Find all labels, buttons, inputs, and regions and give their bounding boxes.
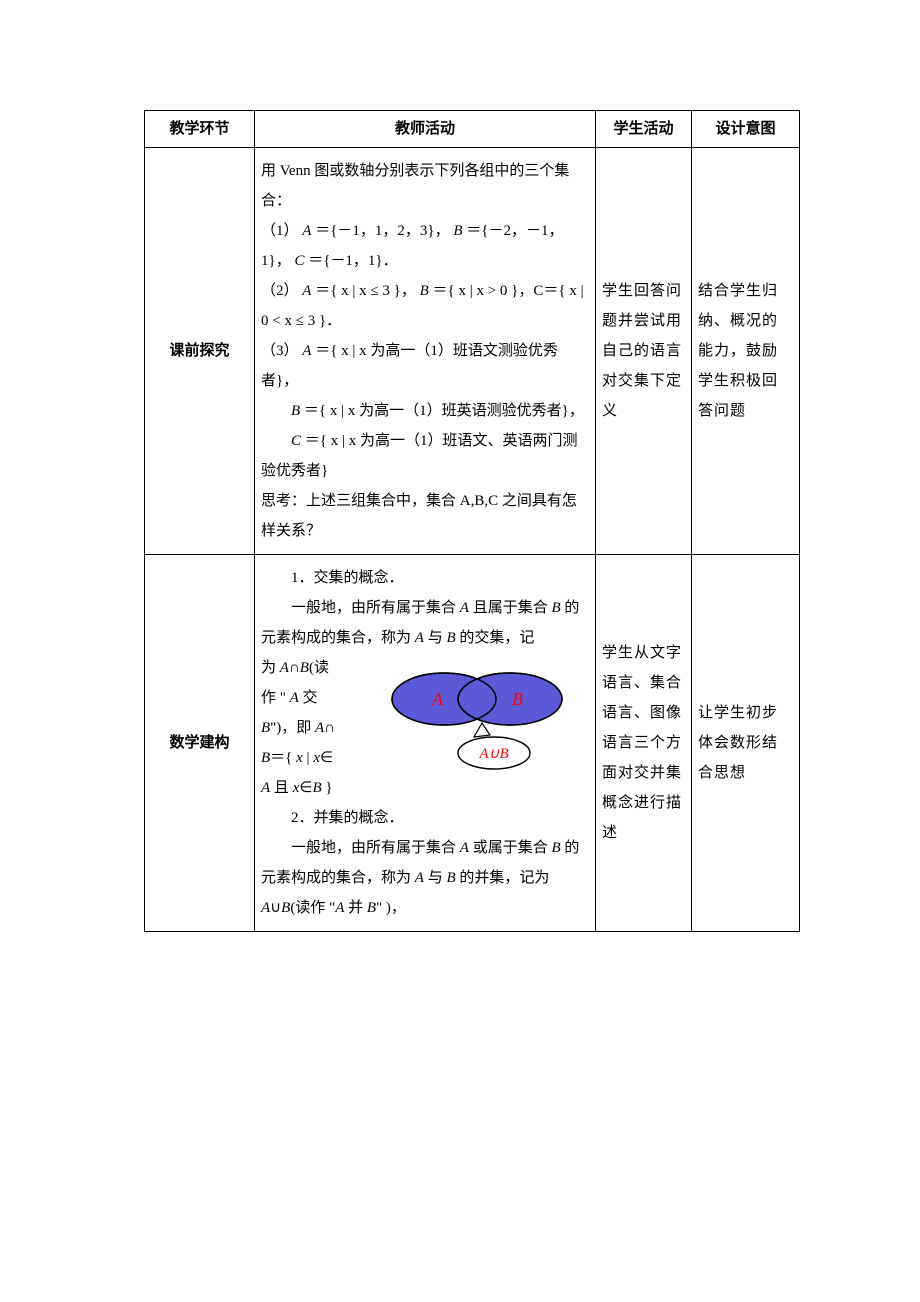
row-math-construct: 数学建构 1．交集的概念． 一般地，由所有属于集合 A 且属于集合 B 的元素构…	[145, 555, 800, 932]
row-pre-class: 课前探究 用 Venn 图或数轴分别表示下列各组中的三个集合： （1） A ＝{…	[145, 148, 800, 555]
row2-p1b: 一般地，由所有属于集合 A 且属于集合 B 的元素构成的集合，称为 A 与 B …	[261, 593, 589, 653]
row2-p2b: 一般地，由所有属于集合 A 或属于集合 B 的元素构成的集合，称为 A 与 B …	[261, 833, 589, 923]
lesson-plan-table: 教学环节 教师活动 学生活动 设计意图 课前探究 用 Venn 图或数轴分别表示…	[144, 110, 800, 932]
venn-label-b: B	[512, 689, 523, 709]
row1-label: 课前探究	[145, 148, 255, 555]
header-col2: 教师活动	[255, 111, 596, 148]
venn-label-union: A∪B	[478, 746, 508, 762]
row2-p1a: 1．交集的概念．	[261, 563, 589, 593]
header-col4: 设计意图	[692, 111, 800, 148]
row1-intent: 结合学生归纳、概况的能力，鼓励学生积极回答问题	[692, 148, 800, 555]
header-row: 教学环节 教师活动 学生活动 设计意图	[145, 111, 800, 148]
row1-student: 学生回答问题并尝试用自己的语言对交集下定义	[596, 148, 692, 555]
row1-item2: （2） A ＝{ x | x ≤ 3 }， B ＝{ x | x > 0 }，C…	[261, 276, 589, 336]
row1-think: 思考：上述三组集合中，集合 A,B,C 之间具有怎样关系？	[261, 486, 589, 546]
row1-item3-c: C ＝{ x | x 为高一（1）班语文、英语两门测验优秀者}	[261, 426, 589, 486]
row2-label: 数学建构	[145, 555, 255, 932]
row1-item1: （1） A ＝{－1，1，2，3}， B ＝{－2，－1，1}， C ＝{－1，…	[261, 216, 589, 276]
header-col1: 教学环节	[145, 111, 255, 148]
venn-diagram: A B A∪B	[369, 653, 589, 777]
row2-formula-and-venn: 为 A∩B(读 作 " A 交 B")，即 A∩ B＝{ x | x∈ A 且 …	[261, 653, 589, 803]
row2-intent: 让学生初步体会数形结合思想	[692, 555, 800, 932]
row1-intro: 用 Venn 图或数轴分别表示下列各组中的三个集合：	[261, 156, 589, 216]
row2-teacher: 1．交集的概念． 一般地，由所有属于集合 A 且属于集合 B 的元素构成的集合，…	[255, 555, 596, 932]
header-col3: 学生活动	[596, 111, 692, 148]
venn-label-a: A	[431, 689, 444, 709]
row1-item3-b: B ＝{ x | x 为高一（1）班英语测验优秀者}，	[261, 396, 589, 426]
row2-p2a: 2．并集的概念．	[261, 803, 589, 833]
row1-teacher: 用 Venn 图或数轴分别表示下列各组中的三个集合： （1） A ＝{－1，1，…	[255, 148, 596, 555]
row2-student: 学生从文字语言、集合语言、图像语言三个方面对交并集概念进行描述	[596, 555, 692, 932]
row2-formula-left: 为 A∩B(读 作 " A 交 B")，即 A∩ B＝{ x | x∈ A 且 …	[261, 653, 361, 803]
row1-item3: （3） A ＝{ x | x 为高一（1）班语文测验优秀者}，	[261, 336, 589, 396]
